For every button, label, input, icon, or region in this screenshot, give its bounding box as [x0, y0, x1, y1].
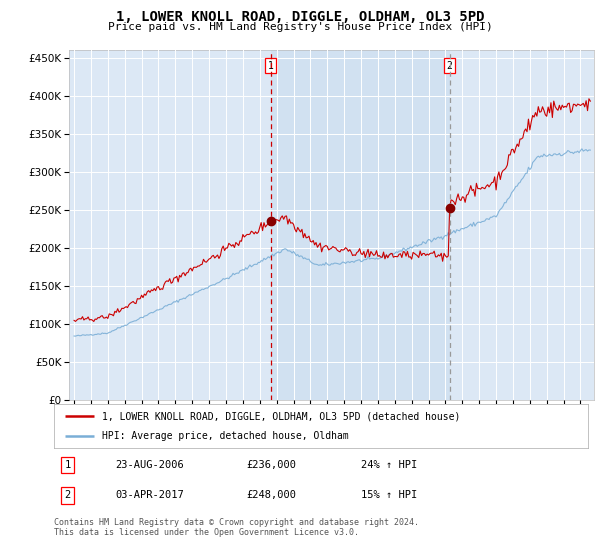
Text: 1: 1 [268, 61, 274, 71]
Text: 1, LOWER KNOLL ROAD, DIGGLE, OLDHAM, OL3 5PD (detached house): 1, LOWER KNOLL ROAD, DIGGLE, OLDHAM, OL3… [102, 411, 460, 421]
Text: £248,000: £248,000 [246, 491, 296, 501]
Text: 2: 2 [447, 61, 452, 71]
Text: 03-APR-2017: 03-APR-2017 [115, 491, 184, 501]
Text: 1, LOWER KNOLL ROAD, DIGGLE, OLDHAM, OL3 5PD: 1, LOWER KNOLL ROAD, DIGGLE, OLDHAM, OL3… [116, 10, 484, 24]
Text: Contains HM Land Registry data © Crown copyright and database right 2024.
This d: Contains HM Land Registry data © Crown c… [54, 518, 419, 538]
Text: 23-AUG-2006: 23-AUG-2006 [115, 460, 184, 470]
Text: 24% ↑ HPI: 24% ↑ HPI [361, 460, 418, 470]
Bar [271, 50, 449, 400]
Text: £236,000: £236,000 [246, 460, 296, 470]
Text: 2: 2 [64, 491, 70, 501]
Text: 15% ↑ HPI: 15% ↑ HPI [361, 491, 418, 501]
Text: 1: 1 [64, 460, 70, 470]
Text: Price paid vs. HM Land Registry's House Price Index (HPI): Price paid vs. HM Land Registry's House … [107, 22, 493, 32]
Text: HPI: Average price, detached house, Oldham: HPI: Average price, detached house, Oldh… [102, 431, 349, 441]
